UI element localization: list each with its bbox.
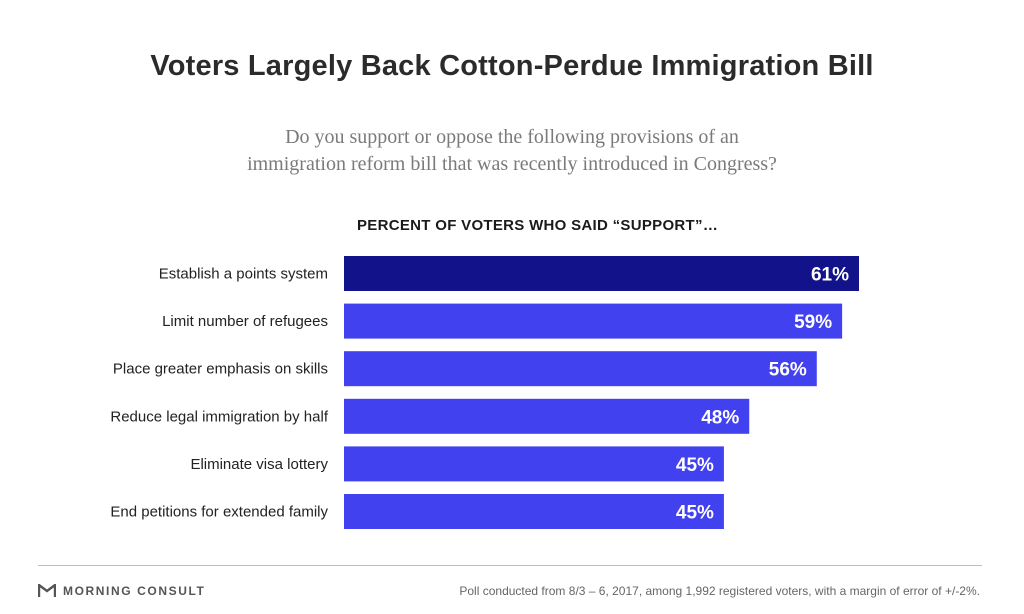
bar — [344, 303, 843, 339]
value-label: 48% — [701, 407, 739, 428]
value-label: 61% — [811, 265, 849, 286]
footer-divider — [38, 565, 982, 566]
morning-consult-logo-icon — [38, 584, 56, 597]
category-label: Eliminate visa lottery — [190, 456, 328, 473]
bar — [344, 494, 724, 529]
page-title: Voters Largely Back Cotton-Perdue Immigr… — [150, 50, 874, 82]
subtitle-line-2: immigration reform bill that was recentl… — [247, 153, 777, 175]
bar — [344, 446, 724, 482]
bar — [344, 351, 817, 387]
value-label: 45% — [676, 503, 714, 524]
footnote: Poll conducted from 8/3 – 6, 2017, among… — [459, 584, 980, 598]
value-label: 45% — [676, 455, 714, 476]
value-label: 56% — [769, 360, 807, 381]
category-label: End petitions for extended family — [110, 504, 328, 521]
brand: MORNING CONSULT — [38, 583, 205, 599]
value-label: 59% — [794, 312, 832, 333]
bar — [344, 256, 859, 291]
brand-name: MORNING CONSULT — [63, 584, 206, 598]
category-label: Place greater emphasis on skills — [113, 361, 328, 378]
bar — [344, 398, 750, 434]
category-label: Establish a points system — [159, 266, 328, 283]
subtitle-line-1: Do you support or oppose the following p… — [285, 126, 739, 148]
subtitle: Do you support or oppose the following p… — [162, 124, 862, 178]
category-label: Limit number of refugees — [162, 313, 328, 330]
category-label: Reduce legal immigration by half — [110, 408, 328, 425]
chart-heading: PERCENT OF VOTERS WHO SAID “SUPPORT”… — [357, 217, 719, 234]
